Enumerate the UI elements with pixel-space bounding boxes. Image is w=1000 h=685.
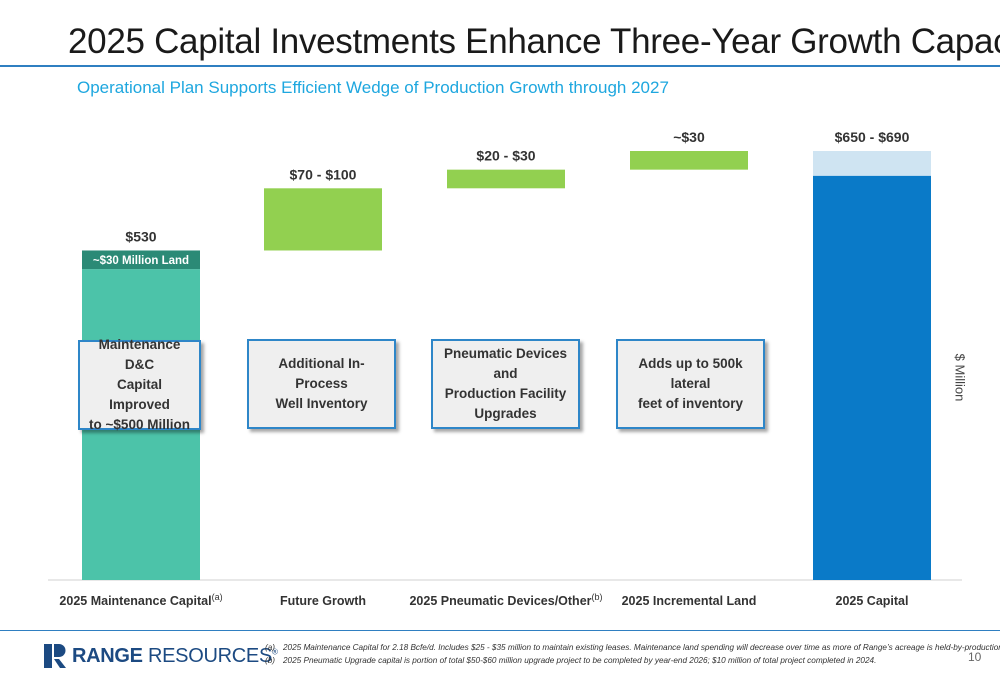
x-tick-label: 2025 Maintenance Capital(a): [59, 592, 222, 608]
logo-registered-mark: ®: [271, 646, 278, 656]
range-r-icon: [44, 644, 66, 668]
data-label: $70 - $100: [290, 166, 357, 182]
data-label: $650 - $690: [835, 129, 910, 145]
x-tick-label: Future Growth: [280, 594, 366, 608]
data-label: ~$30: [673, 129, 705, 145]
logo-wordmark: RANGE RESOURCES®: [72, 645, 278, 668]
bar: [264, 188, 382, 251]
bar: [630, 151, 748, 170]
footnote-a: (a) 2025 Maintenance Capital for 2.18 Bcf…: [265, 641, 1000, 654]
footer-divider: [0, 630, 1000, 631]
footnote-text: 2025 Maintenance Capital for 2.18 Bcfe/d…: [283, 643, 1000, 652]
x-tick-label: 2025 Pneumatic Devices/Other(b): [409, 592, 602, 608]
callout-pneumatic: Pneumatic Devices and Production Facilit…: [431, 339, 580, 429]
page-title: 2025 Capital Investments Enhance Three-Y…: [68, 22, 1000, 61]
data-label: $530: [125, 228, 156, 244]
page-number: 10: [968, 650, 982, 664]
x-tick-label: 2025 Capital: [836, 594, 909, 608]
footnote-tag: (a): [265, 643, 276, 652]
logo-text-bold: RANGE: [72, 644, 143, 667]
page-subtitle: Operational Plan Supports Efficient Wedg…: [77, 78, 669, 97]
footnote-text: 2025 Pneumatic Upgrade capital is portio…: [283, 656, 877, 665]
bar: [447, 169, 565, 189]
callout-incremental-land: Adds up to 500k lateral feet of inventor…: [616, 339, 765, 429]
title-divider: [0, 65, 1000, 67]
bar: [813, 175, 931, 580]
x-tick-superscript: (a): [212, 592, 223, 602]
y-axis-label: $ Million: [952, 353, 968, 402]
logo-text-rest: RESOURCES: [142, 644, 272, 667]
x-tick-label: 2025 Incremental Land: [622, 594, 757, 608]
footnotes: (a) 2025 Maintenance Capital for 2.18 Bcf…: [265, 641, 1000, 667]
range-resources-logo: RANGE RESOURCES®: [44, 644, 278, 668]
footnote-b: (b) 2025 Pneumatic Upgrade capital is por…: [265, 654, 965, 667]
callout-maintenance: Maintenance D&C Capital Improved to ~$50…: [78, 337, 201, 432]
footnote-tag: (b): [265, 656, 276, 665]
bar-inner-label: ~$30 Million Land: [93, 255, 189, 267]
bar: [82, 250, 200, 270]
callout-future-growth: Additional In-Process Well Inventory: [247, 339, 396, 429]
bar-range: [813, 151, 931, 176]
x-tick-superscript: (b): [592, 592, 603, 602]
data-label: $20 - $30: [476, 148, 535, 164]
